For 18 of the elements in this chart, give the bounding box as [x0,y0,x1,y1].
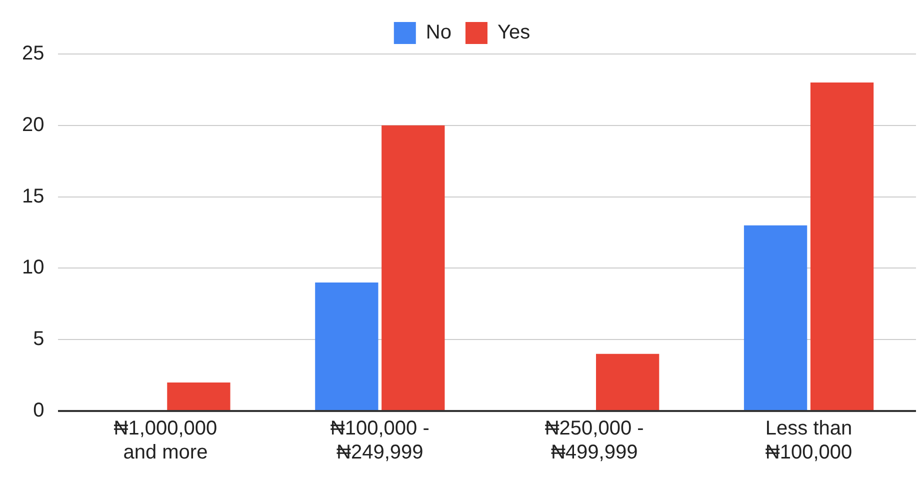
x-tick-label: ₦1,000,000 and more [114,418,218,464]
legend-label: Yes [497,22,530,44]
y-tick-label: 25 [22,42,44,65]
y-tick-label: 20 [22,114,44,136]
y-tick-label: 0 [33,400,44,422]
bar [167,382,230,410]
x-tick-label: ₦100,000 - ₦249,999 [330,418,430,464]
bar [744,225,808,410]
y-tick-label: 5 [33,328,44,350]
x-tick-label: Less than ₦100,000 [765,418,852,464]
bar [596,354,660,410]
y-tick-label: 10 [22,256,44,279]
x-tick-label: ₦250,000 - ₦499,999 [544,418,644,464]
y-tick-label: 15 [22,185,44,208]
bar [382,125,445,410]
bar [315,282,378,410]
bar [810,82,874,410]
legend-label: No [426,22,452,44]
